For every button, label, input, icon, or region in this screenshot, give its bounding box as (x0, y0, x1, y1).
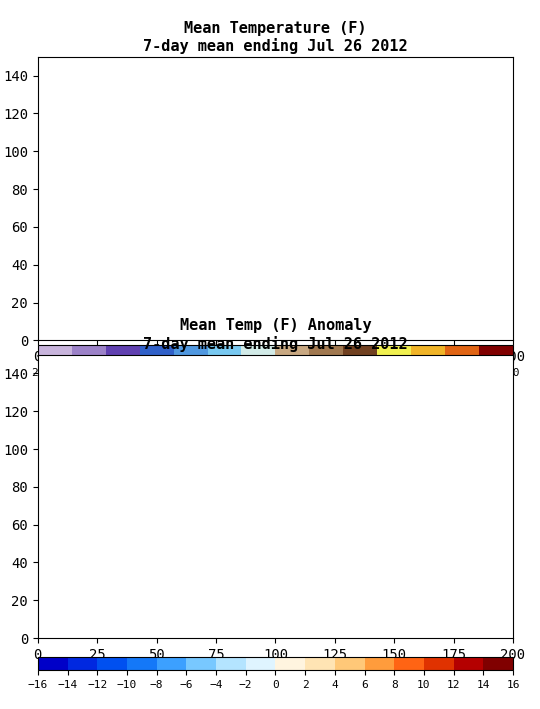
Title: Mean Temperature (F)
7-day mean ending Jul 26 2012: Mean Temperature (F) 7-day mean ending J… (143, 21, 408, 54)
Title: Mean Temp (F) Anomaly
7-day mean ending Jul 26 2012: Mean Temp (F) Anomaly 7-day mean ending … (143, 318, 408, 352)
